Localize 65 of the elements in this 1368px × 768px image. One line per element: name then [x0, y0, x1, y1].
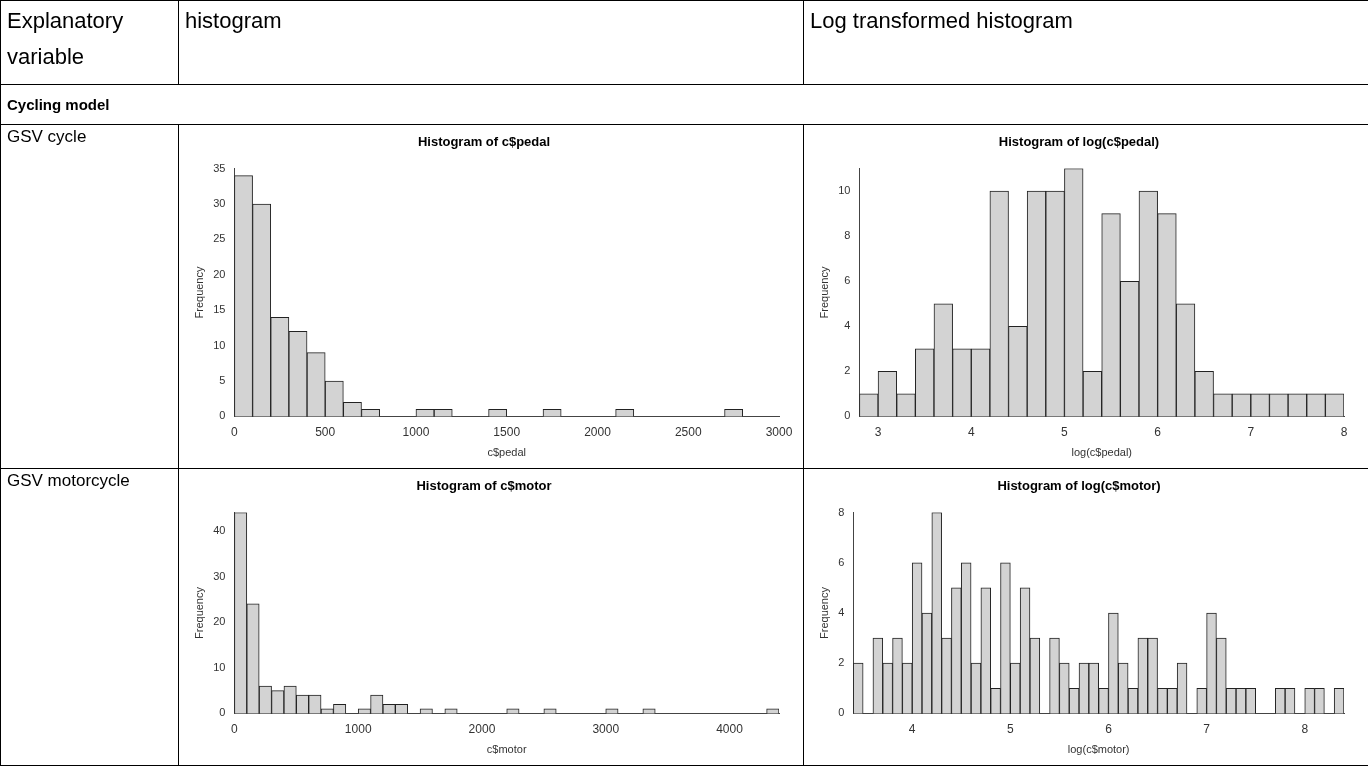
x-axis-title: log(c$motor) [1067, 743, 1130, 756]
x-tick-label: 2000 [584, 424, 612, 439]
text: Cycling model [7, 96, 110, 113]
x-tick-label: 5 [1061, 424, 1069, 439]
y-tick-label: 20 [213, 267, 226, 280]
text: GSV motorcycle [7, 471, 130, 490]
x-tick-label: 3000 [765, 424, 793, 439]
x-tick-label: 0 [231, 721, 239, 736]
y-tick-label: 0 [838, 706, 845, 719]
x-tick-label: 1500 [493, 424, 521, 439]
y-tick-label: 0 [219, 706, 226, 719]
chart-title: Histogram of log(c$motor) [997, 478, 1161, 494]
x-tick-label: 6 [1105, 721, 1113, 736]
x-axis-title: log(c$pedal) [1071, 446, 1132, 459]
y-tick-label: 6 [844, 274, 851, 287]
text: Log transformed histogram [810, 8, 1073, 33]
x-tick-label: 6 [1154, 424, 1162, 439]
x-tick-label: 500 [315, 424, 336, 439]
x-tick-label: 0 [231, 424, 239, 439]
text: histogram [185, 8, 282, 33]
y-tick-label: 2 [844, 364, 851, 377]
x-tick-label: 8 [1340, 424, 1348, 439]
y-tick-label: 35 [213, 161, 226, 174]
y-tick-label: 5 [219, 374, 226, 387]
y-tick-label: 10 [213, 338, 226, 351]
y-tick-label: 25 [213, 232, 226, 245]
x-tick-label: 7 [1247, 424, 1255, 439]
x-tick-label: 3000 [592, 721, 620, 736]
y-tick-label: 30 [213, 197, 226, 210]
y-tick-label: 8 [844, 229, 851, 242]
text: Explanatory variable [7, 8, 124, 69]
y-axis-title: Frequency [192, 586, 205, 639]
x-tick-label: 1000 [402, 424, 430, 439]
y-tick-label: 40 [213, 523, 226, 536]
x-tick-label: 5 [1006, 721, 1014, 736]
x-tick-label: 4 [908, 721, 916, 736]
x-axis-title: c$pedal [487, 446, 526, 459]
x-axis-title: c$motor [486, 743, 527, 756]
y-axis-title: Frequency [817, 586, 830, 639]
y-axis-title: Frequency [192, 266, 205, 319]
x-tick-label: 4000 [716, 721, 744, 736]
x-tick-label: 1000 [344, 721, 372, 736]
y-tick-label: 20 [213, 615, 226, 628]
chart-title: Histogram of c$pedal [417, 134, 551, 150]
y-tick-label: 4 [844, 319, 851, 332]
y-tick-label: 8 [838, 505, 845, 518]
y-tick-label: 15 [213, 303, 226, 316]
y-axis-title: Frequency [817, 266, 830, 319]
text: GSV cycle [7, 127, 87, 146]
y-tick-label: 0 [844, 409, 851, 422]
x-tick-label: 2500 [674, 424, 702, 439]
chart-title: Histogram of log(c$pedal) [998, 134, 1160, 150]
x-tick-label: 3 [874, 424, 882, 439]
y-tick-label: 10 [213, 660, 226, 673]
x-tick-label: 2000 [468, 721, 496, 736]
y-tick-label: 10 [838, 184, 851, 197]
y-tick-label: 0 [219, 409, 226, 422]
y-tick-label: 2 [838, 656, 845, 669]
y-tick-label: 30 [213, 569, 226, 582]
y-tick-label: 4 [838, 606, 845, 619]
x-tick-label: 7 [1203, 721, 1211, 736]
y-tick-label: 6 [838, 555, 845, 568]
chart-title: Histogram of c$motor [416, 478, 552, 494]
x-tick-label: 4 [967, 424, 975, 439]
x-tick-label: 8 [1301, 721, 1309, 736]
